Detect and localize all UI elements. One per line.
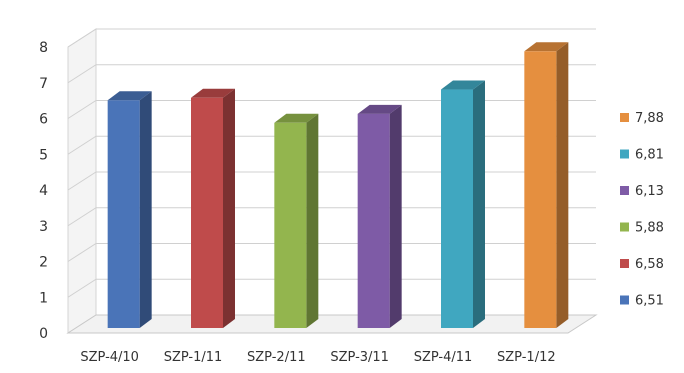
bar-side (556, 42, 569, 328)
legend-item: 6,51 (620, 294, 664, 309)
bar-front (441, 89, 473, 328)
gridline (67, 207, 596, 227)
bar (441, 80, 485, 328)
y-tick-label: 2 (39, 255, 48, 271)
legend-label: 6,13 (635, 184, 664, 199)
legend-label: 6,58 (635, 257, 664, 272)
gridline (67, 100, 596, 119)
legend-swatch (620, 295, 629, 305)
bar-front (191, 97, 223, 328)
legend-item: 6,81 (620, 148, 664, 163)
bar-side (223, 88, 235, 328)
x-tick-label: SZP-4/10 (80, 350, 139, 365)
legend-swatch (620, 113, 629, 122)
bar-top (524, 42, 569, 52)
y-tick-label: 5 (39, 147, 48, 163)
gridline (67, 171, 596, 191)
bar-side (139, 91, 152, 328)
bar-front (274, 122, 307, 328)
bar-side (389, 104, 402, 328)
x-tick-label: SZP-4/11 (414, 350, 473, 365)
legend-swatch (620, 222, 629, 232)
gridline (67, 278, 596, 298)
bar (357, 104, 402, 328)
bar (191, 88, 235, 328)
bar-front (107, 100, 140, 328)
bar-top (191, 88, 235, 98)
gridline (67, 28, 596, 48)
y-tick-label: 6 (39, 112, 48, 128)
bar-side (473, 80, 485, 328)
bar-top (357, 104, 402, 114)
legend-label: 5,88 (635, 221, 664, 236)
y-tick-label: 0 (39, 326, 48, 342)
y-tick-label: 3 (39, 219, 48, 235)
gridline (67, 135, 596, 155)
x-tick-label: SZP-1/11 (164, 350, 223, 365)
bar-top (274, 113, 319, 123)
legend-label: 6,51 (635, 294, 664, 309)
legend-item: 6,13 (620, 184, 664, 199)
bar (107, 91, 152, 328)
y-tick-label: 7 (39, 76, 48, 92)
x-tick-label: SZP-1/12 (497, 350, 556, 365)
legend-swatch (620, 259, 629, 268)
legend-item: 7,88 (620, 111, 664, 126)
bar-top (107, 91, 152, 101)
gridline (67, 64, 596, 84)
bar-front (357, 113, 390, 328)
legend-swatch (620, 186, 629, 195)
y-tick-label: 8 (39, 40, 48, 56)
bar-top (441, 80, 485, 90)
x-axis-ticks: SZP-4/10 SZP-1/11 SZP-2/11 SZP-3/11 SZP-4/11… (80, 350, 555, 365)
legend: 7,88 6,81 6,13 5,88 6,58 6,51 (620, 111, 664, 309)
legend-label: 6,81 (635, 148, 664, 163)
legend-swatch (620, 149, 629, 159)
y-tick-label: 4 (39, 183, 48, 199)
gridlines (67, 28, 596, 298)
y-tick-label: 1 (39, 290, 48, 306)
legend-item: 6,58 (620, 257, 664, 272)
bar (524, 42, 569, 328)
gridline (67, 243, 596, 262)
x-tick-label: SZP-3/11 (330, 350, 389, 365)
y-axis-ticks: 0 1 2 3 4 5 6 7 8 (39, 40, 48, 342)
bar (274, 113, 319, 328)
legend-label: 7,88 (635, 111, 664, 126)
bars (107, 42, 569, 328)
bar-front (524, 51, 557, 328)
bar-side (306, 113, 319, 328)
x-tick-label: SZP-2/11 (247, 350, 306, 365)
legend-item: 5,88 (620, 221, 664, 236)
